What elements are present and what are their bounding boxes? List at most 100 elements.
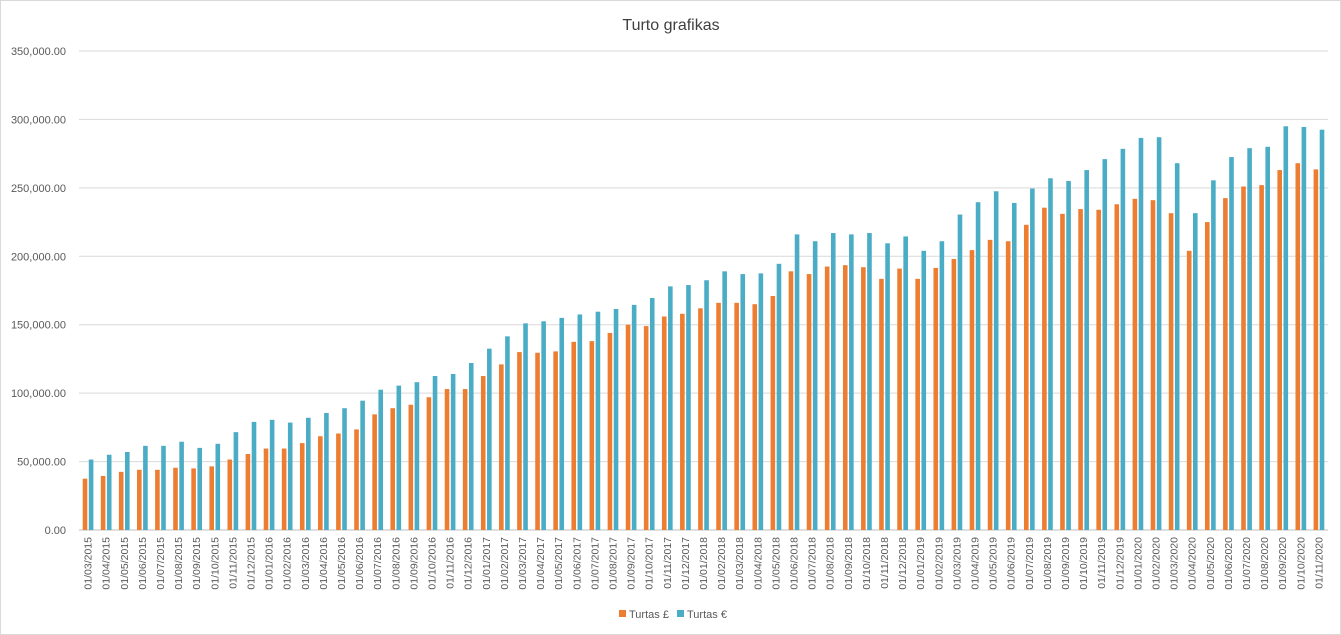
- bar-turtas-eur: [143, 445, 148, 530]
- legend-swatch-eur: [677, 610, 684, 617]
- x-tick-label: 01/09/2020: [1277, 537, 1289, 590]
- bar-turtas-eur: [251, 421, 257, 530]
- x-tick-label: 01/07/2016: [372, 537, 384, 590]
- x-tick-label: 01/11/2016: [445, 537, 457, 589]
- bar-turtas-eur: [1030, 188, 1035, 530]
- bar-turtas-eur: [830, 233, 836, 530]
- x-tick-label: 01/12/2019: [1114, 537, 1126, 590]
- bar-turtas-eur: [649, 298, 655, 530]
- x-tick-label: 01/06/2018: [789, 537, 801, 590]
- x-tick-label: 01/02/2019: [933, 537, 945, 590]
- x-tick-label: 01/12/2017: [680, 537, 692, 590]
- y-tick-label: 200,000.00: [11, 251, 66, 263]
- bar-turtas-gbp: [842, 265, 848, 530]
- bar-turtas-eur: [450, 373, 456, 530]
- x-axis-ticks: 01/03/2015 01/04/2015 01/05/2015 01/06/2015…: [83, 537, 1326, 590]
- gridlines: [79, 50, 1328, 531]
- bar-turtas-gbp: [625, 324, 631, 530]
- x-tick-label: 01/07/2019: [1024, 537, 1036, 590]
- bar-turtas-eur: [1211, 180, 1216, 530]
- bar-turtas-eur: [1138, 137, 1144, 530]
- y-tick-label: 100,000.00: [11, 388, 66, 400]
- bar-turtas-eur: [631, 304, 637, 530]
- bar-turtas-gbp: [191, 468, 196, 530]
- x-tick-label: 01/03/2018: [734, 537, 746, 590]
- x-tick-label: 01/09/2018: [843, 537, 855, 590]
- x-tick-label: 01/10/2016: [426, 537, 438, 590]
- x-tick-label: 01/12/2016: [463, 537, 475, 590]
- bar-turtas-gbp: [118, 471, 124, 530]
- bar-turtas-eur: [414, 382, 420, 530]
- bar-turtas-eur: [197, 447, 203, 530]
- bar-turtas-gbp: [137, 469, 142, 530]
- bar-turtas-eur: [1301, 126, 1307, 530]
- bar-turtas-gbp: [462, 389, 468, 530]
- bar-turtas-gbp: [589, 341, 595, 530]
- bar-turtas-eur: [1048, 178, 1053, 530]
- y-tick-label: 150,000.00: [11, 320, 66, 332]
- bar-turtas-gbp: [227, 459, 233, 530]
- bar-turtas-eur: [975, 202, 981, 530]
- bar-turtas-gbp: [987, 239, 993, 530]
- x-tick-label: 01/10/2017: [644, 537, 656, 590]
- bar-turtas-gbp: [408, 404, 414, 530]
- bar-turtas-eur: [287, 422, 293, 530]
- bar-turtas-eur: [849, 234, 854, 531]
- bar-turtas-eur: [378, 389, 384, 530]
- bar-turtas-eur: [215, 443, 221, 530]
- bar-turtas-gbp: [969, 250, 975, 530]
- bar-turtas-eur: [812, 241, 818, 530]
- bar-turtas-gbp: [100, 475, 106, 530]
- bar-turtas-eur: [396, 385, 402, 530]
- x-tick-label: 01/03/2017: [517, 537, 529, 590]
- bar-turtas-eur: [993, 191, 999, 530]
- bar-turtas-gbp: [661, 316, 667, 530]
- x-tick-label: 01/08/2018: [825, 537, 837, 590]
- x-tick-label: 01/12/2015: [245, 537, 257, 590]
- x-tick-label: 01/10/2015: [209, 537, 221, 590]
- x-tick-label: 01/09/2015: [191, 537, 203, 590]
- bar-turtas-eur: [559, 317, 565, 530]
- bar-turtas-gbp: [535, 352, 540, 530]
- bar-turtas-gbp: [1114, 204, 1120, 530]
- x-tick-label: 01/11/2017: [662, 537, 674, 589]
- y-axis-ticks: 0.00 50,000.00 100,000.00 150,000.00 200,000…: [11, 46, 66, 537]
- bar-turtas-eur: [740, 274, 746, 530]
- bar-turtas-eur: [939, 241, 945, 530]
- bar-turtas-eur: [957, 214, 963, 530]
- x-tick-label: 01/11/2020: [1313, 537, 1325, 589]
- bar-turtas-eur: [704, 280, 709, 530]
- x-tick-label: 01/04/2017: [535, 537, 547, 590]
- bar-turtas-gbp: [263, 448, 269, 530]
- y-tick-label: 50,000.00: [17, 457, 66, 469]
- x-tick-label: 01/10/2018: [861, 537, 873, 590]
- bar-turtas-gbp: [752, 304, 758, 530]
- x-tick-label: 01/08/2016: [390, 537, 402, 590]
- bar-turtas-eur: [1229, 157, 1234, 531]
- x-tick-label: 01/01/2020: [1132, 537, 1144, 590]
- x-tick-label: 01/04/2016: [318, 537, 330, 590]
- bar-turtas-gbp: [155, 469, 160, 530]
- bar-turtas-gbp: [716, 302, 721, 530]
- bar-turtas-eur: [269, 419, 275, 530]
- x-tick-label: 01/07/2020: [1241, 537, 1253, 590]
- bar-turtas-gbp: [897, 268, 902, 530]
- bar-turtas-eur: [668, 286, 673, 530]
- bar-turtas-eur: [921, 250, 927, 530]
- x-tick-label: 01/01/2016: [264, 537, 276, 590]
- bar-turtas-eur: [1156, 137, 1162, 530]
- bar-turtas-eur: [1283, 126, 1289, 531]
- bar-turtas-gbp: [915, 278, 920, 530]
- bar-turtas-eur: [1174, 163, 1180, 531]
- x-tick-label: 01/03/2016: [300, 537, 312, 590]
- x-tick-label: 01/11/2018: [879, 537, 891, 589]
- bar-turtas-gbp: [933, 267, 939, 530]
- bar-turtas-gbp: [372, 414, 377, 530]
- x-tick-label: 01/04/2018: [752, 537, 764, 590]
- bar-turtas-eur: [686, 285, 691, 530]
- bar-turtas-gbp: [806, 274, 812, 530]
- bar-turtas-eur: [1192, 213, 1198, 530]
- bar-turtas-gbp: [1168, 213, 1174, 530]
- bar-turtas-eur: [360, 400, 365, 530]
